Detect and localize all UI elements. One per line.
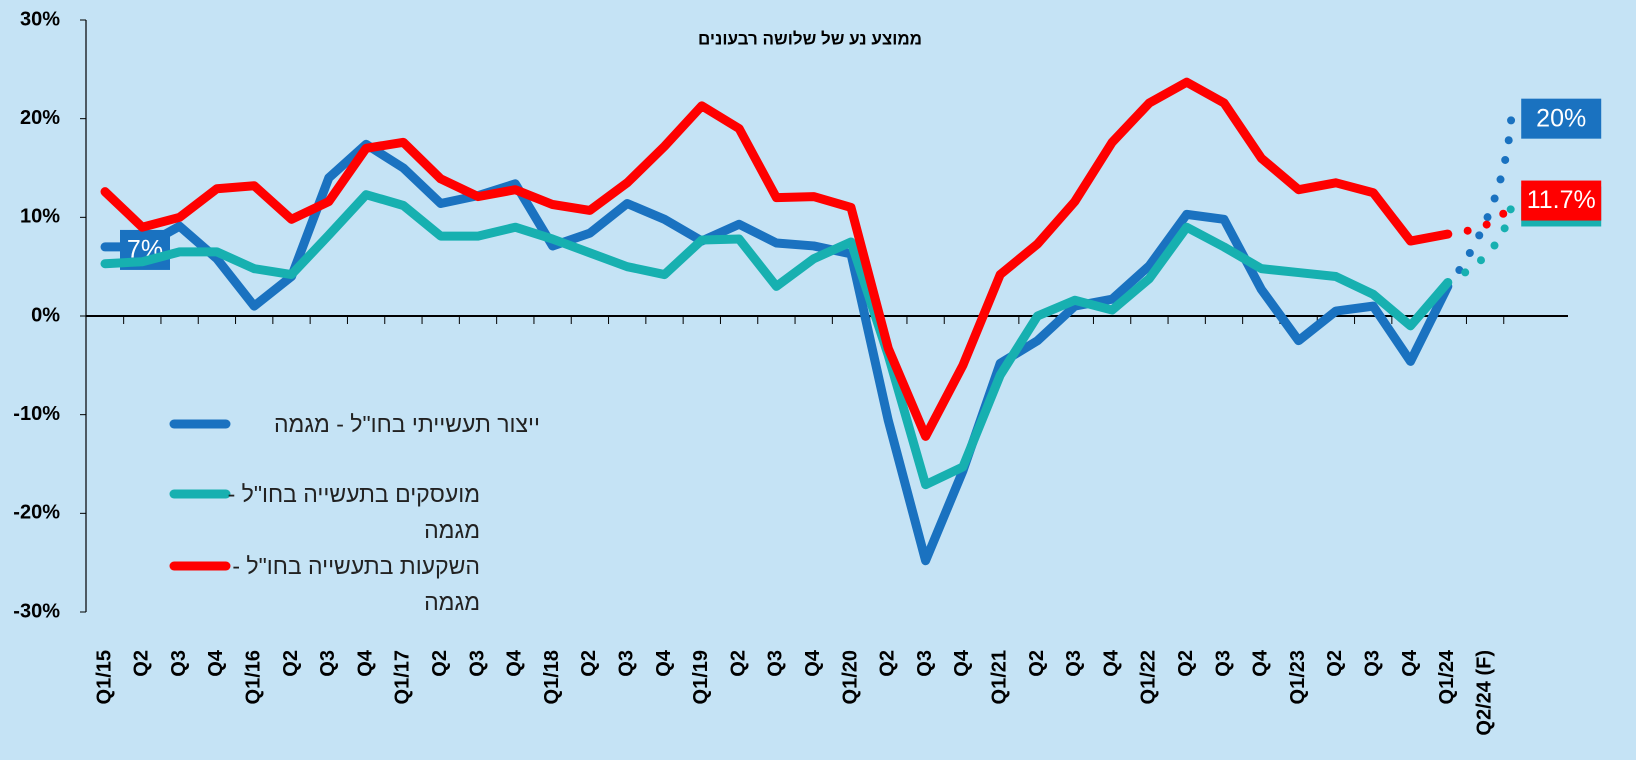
x-tick-label: Q1/24 — [1436, 649, 1458, 704]
x-tick-label: Q2 — [1026, 650, 1048, 677]
legend-label: ייצור תעשייתי בחו"ל - מגמה — [273, 411, 540, 437]
x-tick-label: Q2 — [1324, 650, 1346, 677]
x-tick-label: Q2 — [727, 650, 749, 677]
y-tick-label: 0% — [31, 304, 60, 326]
x-tick-label: Q1/21 — [988, 650, 1010, 704]
chart-subtitle: ממוצע נע של שלושה רבעונים — [698, 29, 922, 48]
x-tick-label: Q4 — [205, 649, 227, 677]
x-tick-label: Q2 — [429, 650, 451, 677]
x-tick-label: Q2/24 (F) — [1473, 650, 1495, 736]
y-tick-label: -10% — [13, 403, 60, 425]
x-tick-label: Q1/19 — [690, 650, 712, 704]
y-tick-label: 10% — [20, 206, 60, 228]
x-tick-label: Q1/23 — [1287, 650, 1309, 704]
x-tick-label: Q3 — [317, 650, 339, 677]
x-tick-label: Q4 — [653, 649, 675, 677]
series-line — [100, 77, 1453, 441]
x-tick-label: Q3 — [168, 650, 190, 677]
x-tick-label: Q4 — [504, 649, 526, 677]
x-tick-label: Q3 — [1063, 650, 1085, 677]
x-tick-label: Q2 — [877, 650, 899, 677]
series-line — [100, 139, 1453, 566]
x-tick-label: Q3 — [466, 650, 488, 677]
x-tick-label: Q4 — [951, 649, 973, 677]
x-tick-label: Q3 — [1361, 650, 1383, 677]
value-label-box — [1521, 180, 1602, 221]
x-tick-label: Q1/17 — [392, 650, 414, 704]
x-tick-label: Q1/22 — [1138, 650, 1160, 704]
legend-label: מועסקים בתעשייה בחו"ל - מגמה — [227, 481, 480, 543]
x-tick-label: Q1/20 — [839, 650, 861, 704]
x-tick-label: Q2 — [131, 650, 153, 677]
x-tick-label: Q3 — [914, 650, 936, 677]
value-label-box — [1521, 98, 1602, 139]
value-label: 20% — [1536, 104, 1586, 132]
x-tick-label: Q4 — [802, 649, 824, 677]
y-tick-label: 30% — [20, 8, 60, 30]
x-tick-label: Q2 — [578, 650, 600, 677]
y-tick-label: -20% — [13, 502, 60, 524]
series-line — [100, 190, 1453, 490]
x-tick-label: Q2 — [1175, 650, 1197, 677]
x-tick-label: Q4 — [354, 649, 376, 677]
x-tick-label: Q3 — [1212, 650, 1234, 677]
x-tick-label: Q3 — [615, 650, 637, 677]
y-tick-label: 20% — [20, 107, 60, 129]
legend-label: השקעות בתעשייה בחו"ל - מגמה — [232, 553, 480, 615]
x-tick-label: Q4 — [1100, 649, 1122, 677]
y-tick-label: -30% — [13, 600, 60, 622]
x-tick-label: Q4 — [1250, 649, 1272, 677]
value-label: 11.7% — [1527, 186, 1596, 214]
x-tick-label: Q1/16 — [242, 650, 264, 704]
x-tick-label: Q4 — [1399, 649, 1421, 677]
x-tick-label: Q3 — [765, 650, 787, 677]
forecast-line — [1443, 114, 1516, 291]
x-tick-label: Q1/18 — [541, 650, 563, 704]
x-tick-label: Q2 — [280, 650, 302, 677]
x-tick-label: Q1/15 — [93, 650, 115, 704]
